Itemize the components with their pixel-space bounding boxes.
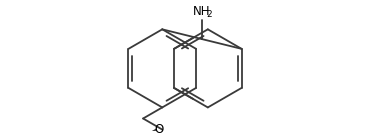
Text: O: O — [154, 123, 164, 136]
Text: 2: 2 — [206, 10, 211, 19]
Text: NH: NH — [193, 5, 210, 18]
